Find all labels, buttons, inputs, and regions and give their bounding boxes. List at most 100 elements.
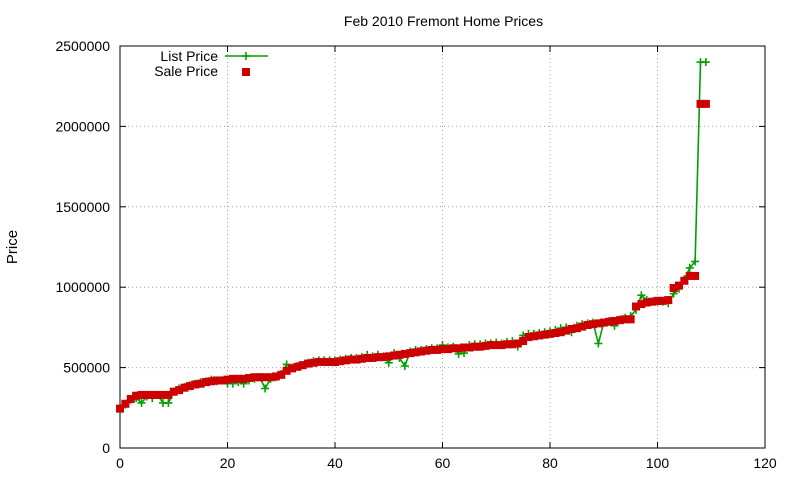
sale-price-point <box>513 339 522 348</box>
sale-price-point <box>691 271 700 280</box>
sale-price-point <box>368 353 377 362</box>
grid-lines <box>120 46 765 448</box>
sale-price-point <box>352 355 361 364</box>
sale-price-point <box>261 373 270 382</box>
sale-price-point <box>325 357 334 366</box>
sale-price-point <box>341 356 350 365</box>
sale-price-point <box>255 373 264 382</box>
sale-price-point <box>384 352 393 361</box>
y-axis-label: Price <box>4 230 21 264</box>
sale-price-point <box>653 296 662 305</box>
x-tick-label: 60 <box>435 455 451 471</box>
sale-price-point <box>314 357 323 366</box>
sale-price-point <box>599 318 608 327</box>
legend: List Price Sale Price <box>154 48 268 79</box>
sale-price-point <box>508 340 517 349</box>
list-price-point <box>594 339 603 348</box>
list-price-point <box>701 58 710 67</box>
sale-price-point <box>126 394 135 403</box>
sale-price-point <box>583 320 592 329</box>
sale-price-point <box>433 345 442 354</box>
x-tick-label: 120 <box>753 455 777 471</box>
sale-price-point <box>347 355 356 364</box>
legend-square <box>242 68 250 76</box>
sale-price-point <box>626 315 635 324</box>
sale-price-point <box>685 271 694 280</box>
sale-price-point <box>250 373 259 382</box>
sale-price-point <box>605 317 614 326</box>
sale-price-point <box>148 390 157 399</box>
list-price-point <box>164 398 173 407</box>
x-tick-label: 40 <box>327 455 343 471</box>
sale-price-point <box>422 346 431 355</box>
sale-price-point <box>701 99 710 108</box>
sale-price-point <box>234 374 243 383</box>
series-list-price <box>116 58 710 416</box>
sale-price-point <box>207 377 216 386</box>
y-tick-label: 2000000 <box>55 118 110 134</box>
sale-price-point <box>551 329 560 338</box>
sale-price-point <box>680 276 689 285</box>
list-price-point <box>685 263 694 272</box>
sale-price-point <box>132 391 141 400</box>
axis-ticks: 0 20 40 60 80 100 120 0 500000 1000000 1500000 2000… <box>55 38 776 471</box>
sale-price-point <box>632 302 640 311</box>
list-price-point <box>261 384 270 393</box>
sale-price-point <box>481 341 490 350</box>
sale-price-point <box>610 316 619 325</box>
sale-price-point <box>169 387 178 396</box>
sale-price-point <box>465 343 474 352</box>
sale-price-point <box>406 349 415 358</box>
sale-price-point <box>357 354 366 363</box>
sale-price-point <box>470 342 479 351</box>
sale-price-point <box>336 357 345 366</box>
sale-price-point <box>578 322 587 331</box>
sale-price-point <box>212 376 221 385</box>
sale-price-point <box>562 326 571 335</box>
sale-price-point <box>196 379 205 388</box>
legend-marker-list-price <box>242 52 250 60</box>
sale-price-point <box>228 374 237 383</box>
sale-price-point <box>142 390 151 399</box>
sale-price-point <box>116 404 124 413</box>
sale-price-point <box>540 330 549 339</box>
sale-price-point <box>642 298 651 307</box>
x-tick-label: 0 <box>116 455 124 471</box>
series-line-list-price <box>119 61 706 412</box>
y-tick-label: 2500000 <box>55 38 110 54</box>
sale-price-point <box>648 297 657 306</box>
sale-price-point <box>556 328 565 337</box>
sale-price-point <box>486 341 495 350</box>
sale-price-point <box>476 342 485 351</box>
sale-price-point <box>159 390 167 399</box>
list-price-point <box>691 257 700 266</box>
sale-price-point <box>449 344 458 353</box>
sale-price-point <box>298 361 307 370</box>
sale-price-point <box>443 345 452 354</box>
sale-price-point <box>696 99 705 108</box>
sale-price-point <box>669 284 678 293</box>
sale-price-point <box>191 380 200 389</box>
sale-price-point <box>492 341 501 350</box>
sale-price-point <box>180 383 189 392</box>
sale-price-point <box>567 325 576 334</box>
x-tick-label: 100 <box>646 455 670 471</box>
y-tick-label: 1000000 <box>55 279 110 295</box>
series-sale-price <box>116 99 710 413</box>
sale-price-point <box>589 320 597 329</box>
sale-price-point <box>675 281 683 290</box>
sale-price-point <box>223 375 232 384</box>
sale-price-point <box>395 350 404 359</box>
sale-price-point <box>185 382 194 391</box>
sale-price-point <box>218 376 227 385</box>
sale-price-point <box>400 349 409 358</box>
legend-plus <box>242 52 250 60</box>
chart-title: Feb 2010 Fremont Home Prices <box>344 13 543 29</box>
sale-price-point <box>460 343 468 352</box>
legend-label-sale-price: Sale Price <box>154 63 218 79</box>
y-tick-label: 500000 <box>63 360 110 376</box>
sale-price-point <box>427 345 436 354</box>
sale-price-point <box>637 300 646 309</box>
sale-price-point <box>266 373 275 382</box>
sale-price-point <box>277 370 286 379</box>
